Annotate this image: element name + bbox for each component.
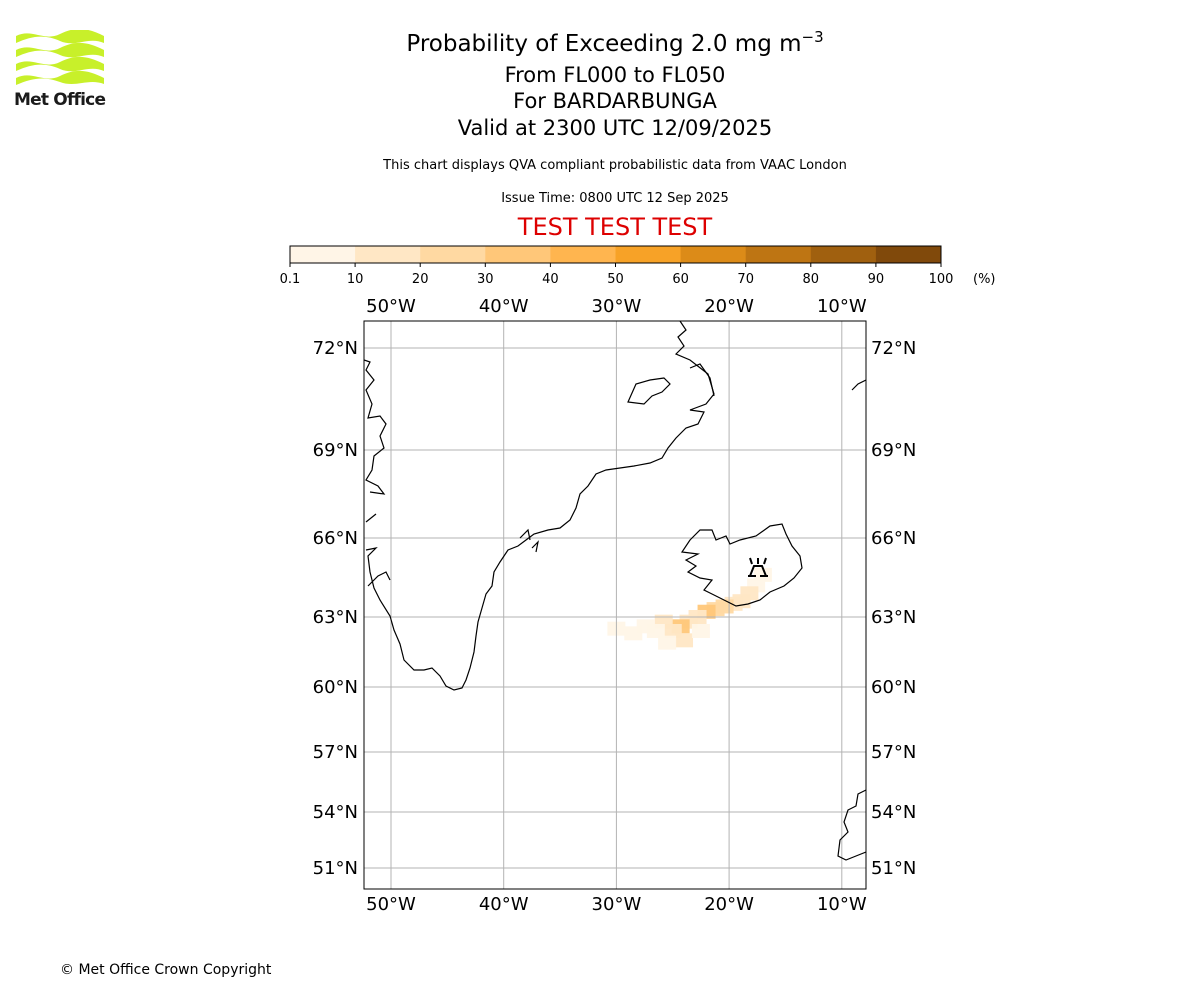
map-area xyxy=(363,320,867,890)
colorbar-segment xyxy=(810,246,877,263)
latitude-label-right: 54°N xyxy=(871,802,916,823)
latitude-label-right: 60°N xyxy=(871,677,916,698)
colorbar-tick-label: 10 xyxy=(347,272,364,287)
plume-cell xyxy=(753,567,772,582)
colorbar-tick-label: 0.1 xyxy=(280,272,301,287)
longitude-label-top: 10°W xyxy=(817,296,867,317)
flight-level-range: From FL000 to FL050 xyxy=(504,63,726,87)
longitude-label-bottom: 40°W xyxy=(479,894,529,915)
copyright-notice: © Met Office Crown Copyright xyxy=(60,962,272,978)
latitude-label-left: 72°N xyxy=(313,338,358,359)
longitude-label-bottom: 20°W xyxy=(704,894,754,915)
ash-probability-plume xyxy=(607,567,772,650)
plume-cell xyxy=(658,635,677,650)
greenland-coastline xyxy=(365,321,715,691)
colorbar-tick-label: 100 xyxy=(929,272,954,287)
colorbar-segment xyxy=(290,246,356,263)
colorbar-tick-label: 70 xyxy=(737,272,754,287)
chart-title-superscript: −3 xyxy=(801,28,824,46)
latitude-label-left: 57°N xyxy=(313,742,358,763)
colorbar-segment xyxy=(615,246,682,263)
greenland-west-coast xyxy=(364,359,387,495)
colorbar-tick-label: 50 xyxy=(607,272,624,287)
colorbar-segment xyxy=(550,246,616,263)
longitude-label-top: 20°W xyxy=(704,296,754,317)
axis-labels: 50°W 50°W 40°W 40°W 30°W 30°W 20°W 20°W 10°W 10°W… xyxy=(313,296,917,915)
ireland-scotland-coast xyxy=(837,789,866,861)
colorbar-segment xyxy=(680,246,747,263)
longitude-label-bottom: 30°W xyxy=(592,894,642,915)
longitude-label-bottom: 50°W xyxy=(366,894,416,915)
longitude-label-top: 40°W xyxy=(479,296,529,317)
scandinavian-fragment xyxy=(851,379,866,391)
latitude-label-left: 60°N xyxy=(313,677,358,698)
colorbar-segment xyxy=(420,246,486,263)
plume-cell xyxy=(624,626,643,641)
greenland-west-islet xyxy=(365,513,391,587)
graticule xyxy=(364,321,866,889)
colorbar-segment xyxy=(875,246,942,263)
plume-cell xyxy=(691,624,710,638)
colorbar-unit-label: (%) xyxy=(973,272,996,287)
valid-time: Valid at 2300 UTC 12/09/2025 xyxy=(457,116,773,140)
latitude-label-right: 51°N xyxy=(871,858,916,879)
volcano-symbol-icon xyxy=(748,557,768,577)
colorbar-tick-label: 80 xyxy=(803,272,820,287)
latitude-label-right: 57°N xyxy=(871,742,916,763)
colorbar-tick-label: 60 xyxy=(672,272,689,287)
plume-cell xyxy=(675,633,694,648)
greenland-south-islands xyxy=(519,528,539,553)
compliance-note: This chart displays QVA compliant probab… xyxy=(383,158,847,173)
latitude-label-left: 63°N xyxy=(313,607,358,628)
colorbar-tick-label: 40 xyxy=(542,272,559,287)
colorbar-tick-label: 30 xyxy=(477,272,494,287)
latitude-label-left: 51°N xyxy=(313,858,358,879)
latitude-label-left: 69°N xyxy=(313,440,358,461)
latitude-label-left: 66°N xyxy=(313,528,358,549)
latitude-label-left: 54°N xyxy=(313,802,358,823)
longitude-label-top: 30°W xyxy=(592,296,642,317)
colorbar-tick-label: 90 xyxy=(868,272,885,287)
latitude-label-right: 63°N xyxy=(871,607,916,628)
met-office-logo: Met Office xyxy=(14,28,114,112)
colorbar-segment xyxy=(485,246,551,263)
colorbar: 0.1 10 20 30 40 50 60 70 80 90 100 (%) xyxy=(280,245,996,287)
colorbar-segment xyxy=(355,246,421,263)
longitude-label-bottom: 10°W xyxy=(817,894,867,915)
colorbar-segment xyxy=(745,246,812,263)
issue-time: Issue Time: 0800 UTC 12 Sep 2025 xyxy=(501,191,729,206)
chart-title-text: Probability of Exceeding 2.0 mg m xyxy=(406,31,802,57)
volcano-name: For BARDARBUNGA xyxy=(513,89,717,113)
map-frame xyxy=(363,320,867,890)
latitude-label-right: 69°N xyxy=(871,440,916,461)
colorbar-tick-label: 20 xyxy=(412,272,429,287)
longitude-label-top: 50°W xyxy=(366,296,416,317)
logo-text: Met Office xyxy=(14,90,106,110)
coastlines xyxy=(364,321,866,861)
latitude-label-right: 72°N xyxy=(871,338,916,359)
iceland-coastline xyxy=(680,523,803,607)
greenland-inlet-east xyxy=(627,377,671,405)
chart-title: Probability of Exceeding 2.0 mg m−3 xyxy=(0,28,1200,57)
met-office-waves-icon xyxy=(16,28,104,85)
test-banner: TEST TEST TEST xyxy=(517,213,713,241)
greenland-east-fjord xyxy=(689,363,715,397)
latitude-label-right: 66°N xyxy=(871,528,916,549)
